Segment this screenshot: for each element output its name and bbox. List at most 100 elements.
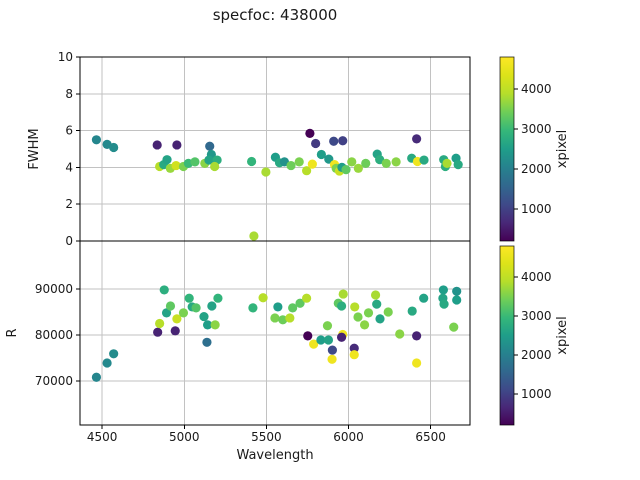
scatter-point: [412, 331, 422, 341]
colorbar-tick-label: 3000: [521, 122, 552, 136]
scatter-point: [165, 301, 176, 311]
scatter-point: [273, 302, 283, 312]
scatter-point: [452, 295, 462, 305]
scatter-point: [307, 159, 317, 169]
scatter-point: [159, 285, 169, 295]
y-axis-label: FWHM: [27, 128, 42, 169]
colorbar-tick-label: 3000: [521, 309, 552, 323]
scatter-point: [184, 293, 194, 303]
scatter-point: [258, 293, 268, 303]
scatter-point: [338, 136, 348, 146]
plot-frame-r: [79, 240, 471, 426]
scatter-point: [204, 155, 214, 165]
scatter-point: [322, 321, 333, 331]
y-axis-label: R: [5, 328, 20, 337]
y-tick-label: 80000: [35, 328, 73, 342]
scatter-point: [170, 326, 180, 336]
x-tick-label: 4500: [87, 430, 118, 444]
plot-frame-fwhm: [79, 56, 471, 242]
scatter-point: [327, 354, 337, 364]
figure-title: specfoc: 438000: [212, 6, 338, 24]
scatter-point: [305, 128, 315, 138]
scatter-point: [381, 158, 391, 168]
scatter-point: [261, 167, 271, 177]
scatter-point: [324, 154, 334, 164]
scatter-point: [338, 289, 348, 299]
scatter-point: [171, 160, 181, 171]
scatter-point: [407, 306, 417, 316]
colorbar-tick-label: 1000: [521, 202, 552, 216]
scatter-point: [311, 138, 321, 149]
scatter-series: [91, 128, 463, 241]
scatter-point: [249, 231, 259, 241]
y-tick-label: 10: [58, 50, 73, 64]
scatter-point: [350, 302, 360, 312]
scatter-point: [210, 320, 220, 330]
scatter-point: [109, 349, 119, 359]
scatter-point: [213, 293, 223, 303]
scatter-point: [341, 165, 351, 175]
y-tick-label: 6: [65, 124, 73, 138]
scatter-point: [372, 299, 382, 309]
scatter-point: [161, 308, 172, 318]
scatter-point: [336, 332, 347, 342]
scatter-point: [370, 290, 381, 300]
scatter-point: [316, 149, 326, 160]
scatter-point: [327, 345, 337, 355]
x-tick-label: 5000: [169, 430, 200, 444]
scatter-point: [207, 301, 217, 311]
scatter-point: [153, 327, 163, 337]
y-tick-label: 0: [65, 234, 73, 248]
scatter-point: [109, 142, 119, 153]
scatter-point: [383, 307, 393, 317]
scatter-point: [323, 335, 334, 345]
x-tick-label: 6500: [415, 430, 446, 444]
scatter-point: [439, 299, 449, 309]
scatter-point: [205, 141, 215, 151]
scatter-point: [303, 331, 313, 341]
scatter-point: [162, 155, 172, 165]
scatter-point: [210, 161, 220, 172]
scatter-point: [391, 157, 401, 167]
x-tick-label: 5500: [251, 430, 282, 444]
scatter-point: [316, 335, 326, 345]
y-tick-label: 70000: [35, 374, 73, 388]
scatter-point: [172, 314, 182, 324]
scatter-point: [347, 157, 357, 167]
colorbar-tick-label: 1000: [521, 387, 552, 401]
scatter-point: [286, 160, 296, 171]
scatter-point: [349, 350, 359, 360]
x-tick-label: 6000: [333, 430, 364, 444]
scatter-point: [91, 372, 102, 382]
scatter-point: [248, 303, 258, 313]
scatter-point: [285, 313, 295, 323]
scatter-point: [278, 315, 288, 325]
colorbar-r: [499, 245, 515, 426]
scatter-point: [353, 163, 363, 173]
colorbar-tick-label: 2000: [521, 162, 552, 176]
y-tick-label: 90000: [35, 282, 73, 296]
scatter-point: [452, 286, 462, 296]
scatter-point: [412, 134, 422, 144]
scatter-point: [199, 311, 209, 322]
scatter-point: [155, 318, 165, 329]
scatter-point: [359, 320, 370, 330]
scatter-point: [202, 320, 213, 330]
scatter-point: [419, 293, 429, 303]
scatter-point: [361, 158, 371, 168]
scatter-series: [91, 285, 462, 382]
scatter-point: [191, 303, 201, 313]
scatter-point: [449, 322, 459, 332]
scatter-point: [178, 308, 189, 318]
scatter-point: [419, 155, 429, 165]
scatter-point: [438, 285, 448, 295]
scatter-point: [329, 136, 339, 146]
scatter-point: [375, 314, 385, 324]
scatter-point: [288, 303, 298, 313]
scatter-point: [302, 293, 312, 303]
colorbar-tick-label: 4000: [521, 270, 552, 284]
y-tick-label: 8: [65, 87, 73, 101]
colorbar-label: xpixel: [555, 316, 570, 354]
scatter-point: [412, 358, 422, 368]
scatter-point: [295, 298, 305, 308]
